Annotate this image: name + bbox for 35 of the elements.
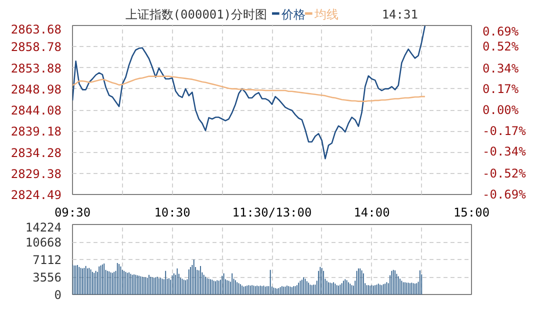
y2-tick-label: -0.34%: [482, 144, 527, 159]
x-tick-label: 15:00: [453, 206, 490, 220]
legend-label: 价格: [280, 8, 306, 22]
y-tick-label: 2858.78: [10, 40, 62, 54]
x-tick-label: 09:30: [54, 206, 91, 220]
y-tick-label: 14224: [25, 220, 62, 234]
y2-tick-label: -0.52%: [482, 166, 527, 181]
y-tick-label: 2863.68: [10, 22, 62, 36]
chart-title: 上证指数(000001): [125, 8, 232, 22]
line-series: [72, 76, 426, 102]
y-tick-label: 2834.28: [10, 146, 62, 160]
y-tick-label: 2853.88: [10, 61, 62, 76]
y2-tick-label: -0.69%: [482, 188, 527, 202]
y2-tick-label: 0.52%: [482, 39, 520, 54]
y-tick-label: 2829.38: [10, 166, 62, 181]
y2-tick-label: 0.17%: [482, 82, 520, 96]
legend-label: 均线: [314, 8, 339, 22]
chart-subtitle: 分时图: [230, 8, 267, 22]
text: 14:31: [382, 8, 418, 22]
y-tick-label: 2844.08: [10, 104, 62, 118]
x-tick-label: 11:30/13:00: [232, 206, 312, 220]
y2-tick-label: 0.69%: [482, 24, 520, 38]
y-tick-label: 2824.49: [10, 188, 62, 202]
x-tick-label: 10:30: [154, 206, 190, 220]
y-tick-label: 2848.98: [10, 82, 62, 96]
y-tick-label: 2839.18: [10, 124, 62, 139]
x-tick-label: 14:00: [354, 206, 390, 220]
y2-tick-label: 0.34%: [482, 61, 520, 76]
y-tick-label: 3556: [32, 270, 62, 284]
y2-tick-label: -0.17%: [482, 124, 527, 138]
y-tick-label: 0: [54, 288, 62, 302]
y2-tick-label: 0.00%: [482, 103, 520, 117]
line-series: [72, 26, 426, 160]
y-tick-label: 7112: [32, 253, 62, 267]
y-tick-label: 10668: [25, 236, 62, 250]
